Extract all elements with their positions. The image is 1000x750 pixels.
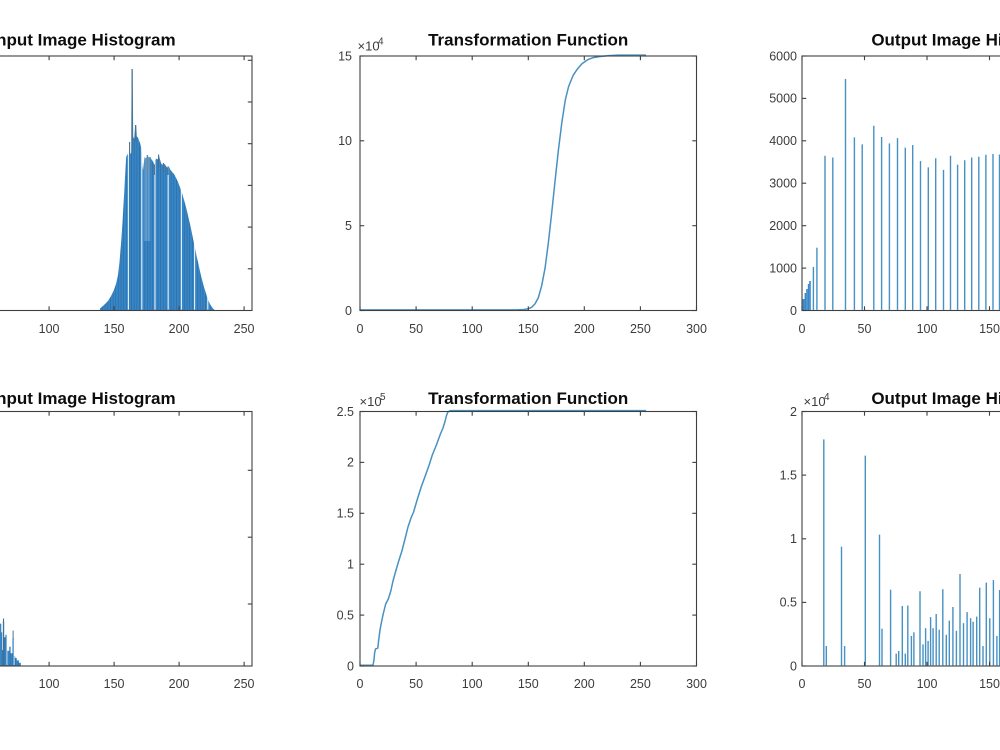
svg-text:50: 50: [409, 322, 423, 336]
svg-text:4000: 4000: [769, 134, 797, 148]
svg-text:2: 2: [347, 456, 354, 470]
svg-text:150: 150: [979, 322, 1000, 336]
svg-text:2: 2: [790, 405, 797, 419]
svg-text:Input Image Histogram: Input Image Histogram: [0, 31, 176, 50]
svg-text:0: 0: [347, 659, 354, 673]
svg-text:0: 0: [790, 304, 797, 318]
svg-text:15: 15: [338, 49, 352, 63]
svg-text:0: 0: [799, 677, 806, 691]
svg-text:0: 0: [357, 322, 364, 336]
svg-text:250: 250: [234, 322, 255, 336]
svg-text:300: 300: [686, 322, 707, 336]
svg-text:1000: 1000: [769, 261, 797, 275]
svg-text:×10: ×10: [804, 394, 826, 409]
svg-text:100: 100: [39, 322, 60, 336]
svg-text:0.5: 0.5: [337, 608, 354, 622]
svg-text:5000: 5000: [769, 92, 797, 106]
svg-text:250: 250: [234, 677, 255, 691]
svg-text:300: 300: [686, 677, 707, 691]
svg-text:50: 50: [409, 677, 423, 691]
svg-text:Output Image Histogram: Output Image Histogram: [871, 389, 1000, 408]
svg-text:150: 150: [979, 677, 1000, 691]
svg-text:250: 250: [630, 677, 651, 691]
svg-text:4: 4: [378, 37, 384, 48]
svg-text:100: 100: [462, 322, 483, 336]
svg-text:0: 0: [790, 659, 797, 673]
svg-text:1.5: 1.5: [780, 468, 797, 482]
svg-text:Output Image Histogram: Output Image Histogram: [871, 31, 1000, 50]
svg-text:0.5: 0.5: [780, 596, 797, 610]
svg-text:150: 150: [518, 677, 539, 691]
svg-text:150: 150: [104, 322, 125, 336]
svg-text:50: 50: [858, 677, 872, 691]
svg-text:0: 0: [345, 304, 352, 318]
svg-text:10: 10: [338, 134, 352, 148]
svg-text:Input Image Histogram: Input Image Histogram: [0, 389, 176, 408]
svg-text:5: 5: [380, 392, 386, 403]
svg-text:150: 150: [518, 322, 539, 336]
svg-text:×10: ×10: [360, 394, 382, 409]
svg-text:50: 50: [858, 322, 872, 336]
svg-text:4: 4: [824, 392, 830, 403]
svg-text:Transformation Function: Transformation Function: [428, 389, 628, 408]
svg-text:250: 250: [630, 322, 651, 336]
svg-text:Transformation Function: Transformation Function: [428, 31, 628, 50]
svg-text:200: 200: [169, 677, 190, 691]
svg-text:3000: 3000: [769, 177, 797, 191]
svg-text:×10: ×10: [358, 39, 380, 54]
svg-text:100: 100: [917, 677, 938, 691]
svg-text:6000: 6000: [769, 49, 797, 63]
svg-text:100: 100: [917, 322, 938, 336]
svg-text:1.5: 1.5: [337, 507, 354, 521]
svg-text:2000: 2000: [769, 219, 797, 233]
svg-text:0: 0: [799, 322, 806, 336]
svg-text:1: 1: [347, 558, 354, 572]
svg-text:200: 200: [574, 677, 595, 691]
svg-text:2.5: 2.5: [337, 405, 354, 419]
svg-text:200: 200: [169, 322, 190, 336]
svg-text:5: 5: [345, 219, 352, 233]
svg-text:1: 1: [790, 532, 797, 546]
svg-text:200: 200: [574, 322, 595, 336]
svg-text:150: 150: [104, 677, 125, 691]
svg-text:100: 100: [39, 677, 60, 691]
svg-text:0: 0: [357, 677, 364, 691]
svg-text:100: 100: [462, 677, 483, 691]
